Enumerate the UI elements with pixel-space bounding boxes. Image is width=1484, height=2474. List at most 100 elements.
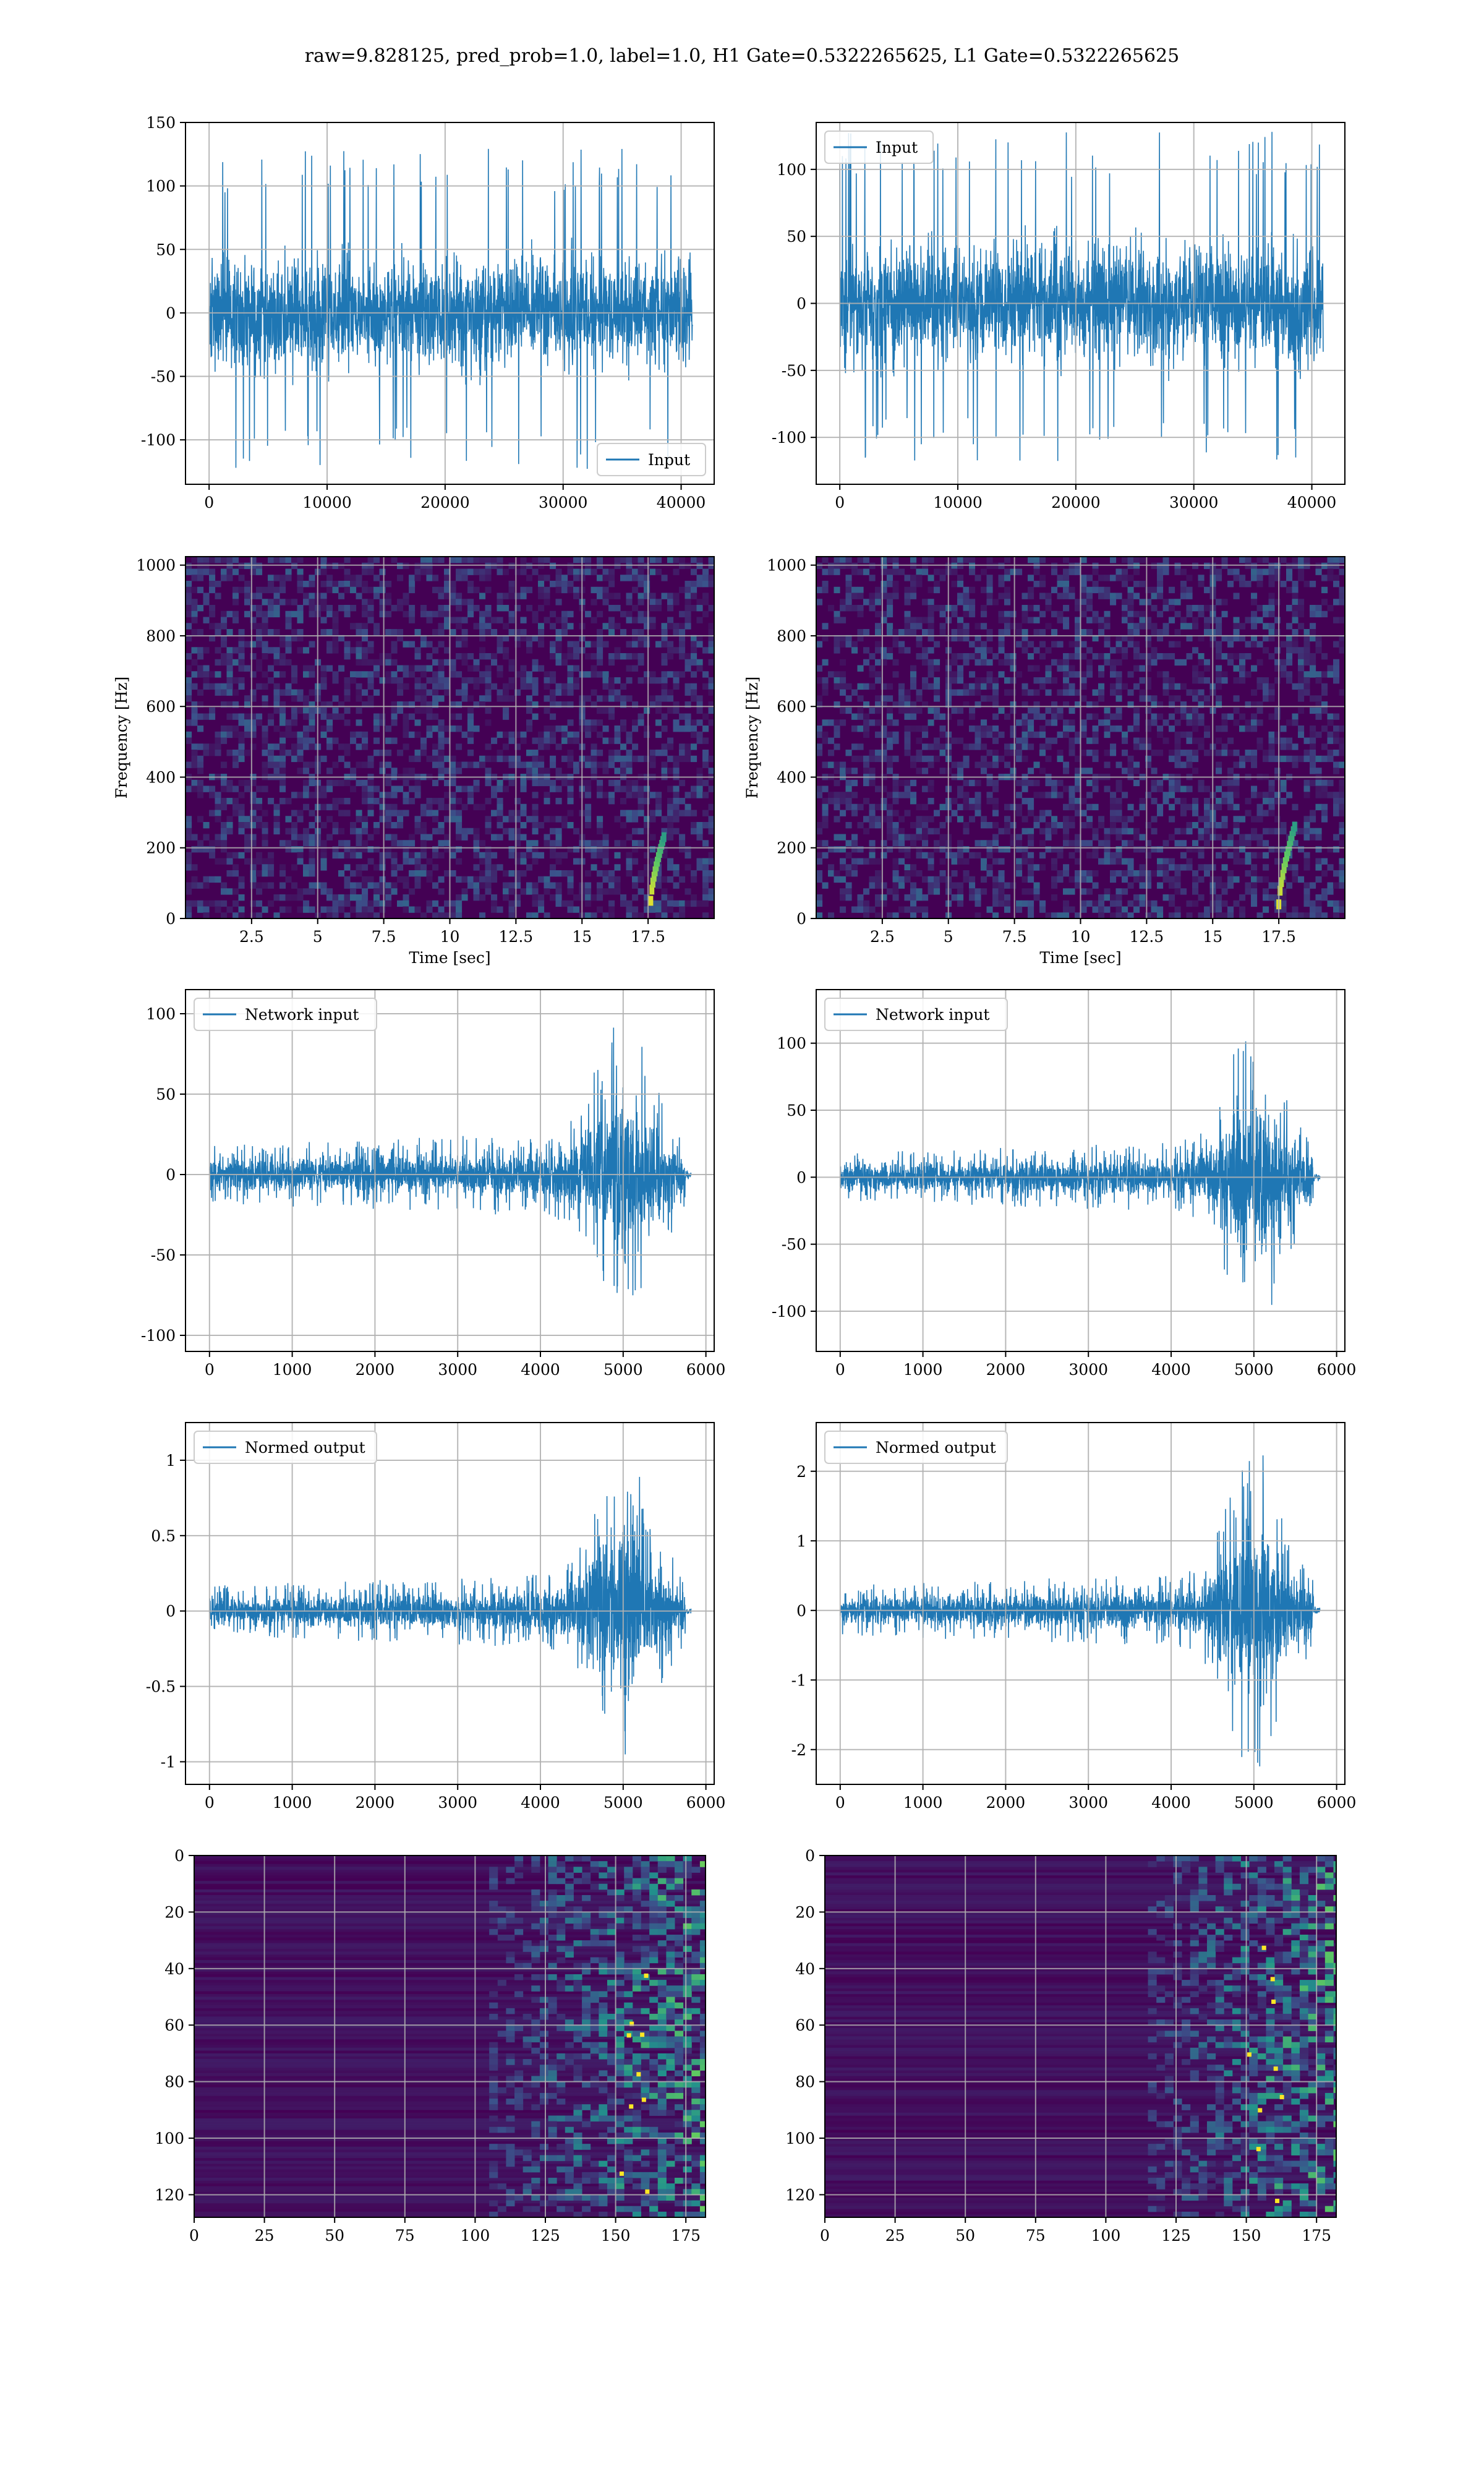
chirp-track bbox=[661, 832, 667, 842]
x-tick-label: 4000 bbox=[521, 1794, 560, 1812]
y-tick-label: 0.5 bbox=[151, 1527, 176, 1545]
x-tick-label: 0 bbox=[820, 2227, 830, 2245]
x-tick-label: 4000 bbox=[1151, 1361, 1191, 1379]
x-tick-label: 40000 bbox=[1287, 494, 1337, 511]
feature-map bbox=[194, 1856, 706, 2217]
y-tick-label: -100 bbox=[141, 1327, 176, 1345]
plot-area bbox=[209, 1027, 692, 1296]
x-tick-label: 2000 bbox=[986, 1794, 1026, 1812]
figure-title: raw=9.828125, pred_prob=1.0, label=1.0, … bbox=[305, 45, 1179, 67]
grid bbox=[194, 1855, 706, 2217]
plot-area bbox=[194, 1856, 706, 2217]
legend-box bbox=[597, 443, 706, 476]
legend-box bbox=[194, 1431, 377, 1464]
chirp-track bbox=[1281, 863, 1287, 873]
x-tick-label: 2000 bbox=[356, 1361, 395, 1379]
y-tick-label: 1000 bbox=[767, 557, 806, 575]
y-tick-label: -100 bbox=[772, 429, 806, 447]
hotspot bbox=[1270, 1977, 1275, 1982]
panel-row4-left: 0 1000 2000 3000 4000 5000 6000 -1 -0.5 0 0.5 1 Norm… bbox=[146, 1422, 726, 1812]
axes-frame bbox=[816, 989, 1345, 1352]
x-tick-label: 0 bbox=[205, 1361, 215, 1379]
plot-area bbox=[840, 1041, 1321, 1305]
x-tick-label: 5000 bbox=[1234, 1361, 1274, 1379]
y-tick-label: 600 bbox=[146, 698, 176, 716]
x-tick-label: 5000 bbox=[603, 1794, 643, 1812]
x-tick-label: 1000 bbox=[273, 1361, 312, 1379]
hotspot bbox=[1273, 2066, 1278, 2071]
x-tick-label: 25 bbox=[885, 2227, 905, 2245]
x-tick-label: 20000 bbox=[1051, 494, 1101, 511]
axes-frame bbox=[185, 989, 715, 1352]
x-tick-label: 75 bbox=[395, 2227, 415, 2245]
x-tick-label: 6000 bbox=[686, 1794, 726, 1812]
y-tick-label: 0 bbox=[796, 1602, 806, 1620]
legend-label: Normed output bbox=[876, 1439, 996, 1457]
legend: Normed output bbox=[194, 1431, 377, 1464]
x-tick-label: 5 bbox=[313, 928, 323, 946]
x-tick-label: 5 bbox=[944, 928, 953, 946]
x-tick-label: 0 bbox=[835, 494, 845, 511]
y-tick-label: -1 bbox=[791, 1671, 806, 1689]
hotspot bbox=[1256, 2147, 1261, 2152]
y-tick-label: 100 bbox=[146, 1005, 176, 1023]
x-tick-label: 25 bbox=[255, 2227, 275, 2245]
axes-frame bbox=[816, 122, 1345, 485]
y-tick-label: 20 bbox=[795, 1903, 815, 1921]
y-tick-label: 50 bbox=[156, 1085, 176, 1103]
hotspot bbox=[1261, 1945, 1266, 1950]
x-tick-label: 10000 bbox=[302, 494, 352, 511]
hotspot bbox=[626, 2033, 631, 2038]
x-tick-label: 1000 bbox=[903, 1361, 943, 1379]
y-tick-label: 40 bbox=[795, 1960, 815, 1978]
x-tick-label: 6000 bbox=[1317, 1794, 1357, 1812]
y-tick-label: 0 bbox=[166, 910, 176, 928]
y-tick-label: 600 bbox=[777, 698, 806, 716]
y-tick-label: 50 bbox=[787, 1102, 806, 1119]
plot-area bbox=[208, 148, 693, 469]
chirp-track bbox=[1279, 877, 1284, 888]
chirp-track bbox=[1284, 851, 1289, 862]
y-tick-label: 200 bbox=[777, 839, 806, 857]
x-tick-label: 150 bbox=[601, 2227, 631, 2245]
series-line bbox=[209, 1476, 692, 1755]
x-tick-label: 17.5 bbox=[631, 928, 665, 946]
axes-frame bbox=[185, 1422, 715, 1785]
y-tick-label: 800 bbox=[146, 627, 176, 645]
legend-label: Input bbox=[876, 139, 918, 156]
x-tick-label: 2.5 bbox=[870, 928, 895, 946]
y-tick-label: 40 bbox=[164, 1960, 184, 1978]
series-line bbox=[840, 1041, 1321, 1305]
panel-row5-right: 0 25 50 75 100 125 150 175 0 20 40 60 80 100 120 bbox=[785, 1847, 1337, 2245]
x-tick-label: 40000 bbox=[657, 494, 706, 511]
x-tick-label: 7.5 bbox=[1002, 928, 1027, 946]
x-tick-label: 4000 bbox=[521, 1361, 560, 1379]
y-tick-label: 100 bbox=[777, 1035, 806, 1053]
y-tick-label: 120 bbox=[155, 2186, 184, 2204]
x-tick-label: 20000 bbox=[420, 494, 470, 511]
y-tick-label: -50 bbox=[782, 362, 806, 380]
panel-row4-right: 0 1000 2000 3000 4000 5000 6000 -2 -1 0 1 2 Normed o… bbox=[791, 1422, 1357, 1812]
x-tick-label: 175 bbox=[1302, 2227, 1331, 2245]
x-tick-label: 50 bbox=[325, 2227, 344, 2245]
x-tick-label: 2.5 bbox=[239, 928, 264, 946]
x-tick-label: 7.5 bbox=[372, 928, 396, 946]
y-tick-label: 0 bbox=[796, 1168, 806, 1186]
legend-label: Network input bbox=[876, 1006, 989, 1024]
chirp-track bbox=[652, 866, 658, 876]
x-tick-label: 15 bbox=[572, 928, 592, 946]
y-tick-label: -2 bbox=[791, 1741, 806, 1759]
y-tick-label: 1 bbox=[796, 1532, 806, 1550]
x-tick-label: 12.5 bbox=[1130, 928, 1164, 946]
y-tick-label: 0 bbox=[174, 1847, 184, 1865]
x-tick-label: 0 bbox=[835, 1794, 845, 1812]
hotspot bbox=[640, 2032, 645, 2037]
chirp-track bbox=[651, 871, 657, 882]
y-tick-label: 400 bbox=[777, 768, 806, 786]
hotspot bbox=[636, 2072, 641, 2077]
panel-row3-right: 0 1000 2000 3000 4000 5000 6000 -100 -50 0 50 100 Ne… bbox=[772, 989, 1356, 1379]
legend-box bbox=[824, 998, 1008, 1031]
series-line bbox=[840, 1455, 1321, 1766]
axes-frame bbox=[824, 1855, 1337, 2218]
chirp-track bbox=[650, 878, 655, 888]
